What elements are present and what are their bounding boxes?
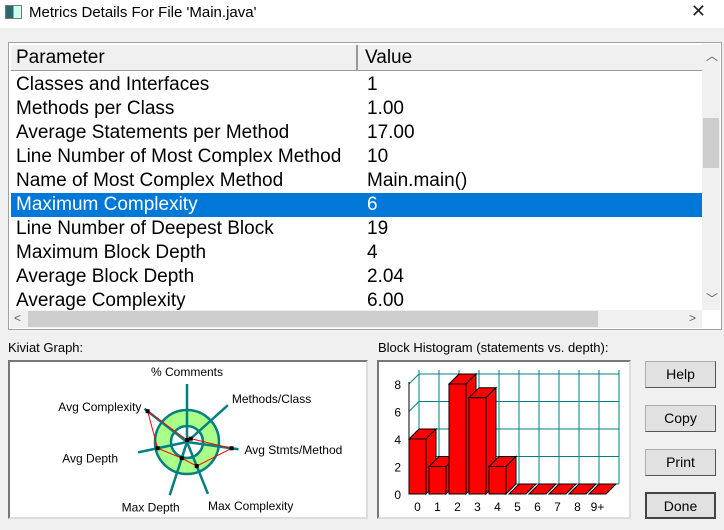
parameter-cell: Classes and Interfaces: [16, 74, 210, 95]
y-tick-label: 4: [394, 433, 401, 447]
kiviat-graph: % Comments Methods/Class Avg Stmts/Method M…: [8, 360, 368, 519]
value-cell: 6.00: [367, 290, 404, 311]
value-cell: 1.00: [367, 98, 404, 119]
value-cell: Main.main(): [367, 170, 468, 191]
copy-button[interactable]: Copy: [645, 405, 716, 432]
bar: [448, 383, 467, 495]
kiviat-point: [179, 456, 184, 461]
title-bar: Metrics Details For File 'Main.java' ✕: [0, 0, 724, 28]
print-button[interactable]: Print: [645, 449, 716, 476]
y-tick-label: 6: [394, 406, 401, 420]
x-tick-label: 6: [534, 500, 541, 514]
value-cell: 4: [367, 242, 378, 263]
parameter-cell: Line Number of Deepest Block: [16, 218, 274, 239]
bar-side: [525, 483, 537, 495]
x-tick-label: 0: [414, 500, 421, 514]
value-cell: 17.00: [367, 122, 415, 143]
vertical-scrollbar[interactable]: ︿ ﹀: [702, 44, 720, 310]
kiviat-point: [188, 436, 193, 441]
table-row[interactable]: Maximum Complexity 6: [11, 193, 703, 217]
parameter-cell: Average Block Depth: [16, 266, 195, 287]
grid-line: [408, 373, 420, 385]
parameter-cell: Average Statements per Method: [16, 122, 290, 143]
table-row[interactable]: Line Number of Deepest Block 19: [11, 217, 703, 241]
bar: [408, 438, 427, 495]
value-cell: 19: [367, 218, 389, 239]
table-row[interactable]: Average Complexity 6.00: [11, 289, 703, 313]
metrics-table: Parameter Value Classes and Interfaces 1 M…: [8, 42, 722, 330]
parameter-cell: Name of Most Complex Method: [16, 170, 284, 191]
y-tick-label: 0: [394, 488, 401, 502]
kiviat-axis-label: Avg Complexity: [58, 400, 141, 414]
bar-side: [545, 483, 557, 495]
x-tick-label: 8: [574, 500, 581, 514]
table-row[interactable]: Name of Most Complex Method Main.main(): [11, 169, 703, 193]
window-title: Metrics Details For File 'Main.java': [29, 4, 257, 21]
parameter-cell: Methods per Class: [16, 98, 175, 119]
y-tick-label: 8: [394, 378, 401, 392]
value-cell: 6: [367, 194, 378, 215]
parameter-cell: Line Number of Most Complex Method: [16, 146, 342, 167]
column-header-value[interactable]: Value: [365, 47, 413, 68]
kiviat-point: [229, 446, 234, 451]
parameter-cell: Maximum Block Depth: [16, 242, 207, 263]
kiviat-axis-label: Max Depth: [122, 500, 180, 514]
bar: [468, 397, 487, 495]
app-icon: [5, 5, 22, 19]
x-tick-label: 2: [454, 500, 461, 514]
kiviat-axis-label: Max Complexity: [208, 499, 293, 513]
bar: [428, 466, 447, 495]
kiviat-axis-label: Avg Stmts/Method: [244, 443, 342, 457]
kiviat-point: [155, 446, 160, 451]
histogram-label: Block Histogram (statements vs. depth):: [378, 340, 609, 355]
value-cell: 10: [367, 146, 389, 167]
help-button[interactable]: Help: [645, 361, 716, 388]
block-histogram: 0 2 4 6 8 0 1 2 3 4 5 6 7 8 9+: [377, 360, 631, 519]
table-row[interactable]: Classes and Interfaces 1: [11, 73, 703, 97]
kiviat-label: Kiviat Graph:: [8, 340, 84, 355]
column-header-parameter[interactable]: Parameter: [11, 45, 358, 71]
x-tick-label: 7: [554, 500, 561, 514]
kiviat-axis-label: Methods/Class: [232, 392, 311, 406]
close-icon[interactable]: ✕: [690, 1, 706, 21]
kiviat-point: [185, 438, 189, 442]
table-row[interactable]: Line Number of Most Complex Method 10: [11, 145, 703, 169]
scroll-left-icon[interactable]: <: [14, 311, 22, 325]
kiviat-axis: [186, 404, 229, 443]
table-row[interactable]: Maximum Block Depth 4: [11, 241, 703, 265]
y-tick-label: 2: [394, 461, 401, 475]
parameter-cell: Maximum Complexity: [16, 194, 198, 215]
table-row[interactable]: Methods per Class 1.00: [11, 97, 703, 121]
x-tick-label: 4: [494, 500, 501, 514]
kiviat-axis: [168, 441, 189, 496]
x-tick-label: 5: [514, 500, 521, 514]
kiviat-axis-label: % Comments: [151, 365, 223, 379]
value-cell: 1: [367, 74, 378, 95]
kiviat-point: [194, 464, 199, 469]
kiviat-axis-label: Avg Depth: [62, 451, 118, 465]
parameter-cell: Average Complexity: [16, 290, 186, 311]
x-tick-label: 9+: [591, 500, 605, 514]
bar-side: [605, 483, 617, 495]
kiviat-axis: [137, 440, 188, 454]
horizontal-scroll-thumb[interactable]: [28, 311, 598, 327]
done-button[interactable]: Done: [645, 492, 716, 519]
x-tick-label: 3: [474, 500, 481, 514]
scroll-right-icon[interactable]: >: [688, 311, 696, 325]
scroll-up-icon[interactable]: ︿: [706, 49, 719, 63]
scroll-down-icon[interactable]: ﹀: [706, 292, 719, 306]
table-row[interactable]: Average Statements per Method 17.00: [11, 121, 703, 145]
bar-side: [585, 483, 597, 495]
table-header: Parameter Value: [11, 45, 703, 71]
x-tick-label: 1: [434, 500, 441, 514]
vertical-scroll-thumb[interactable]: [703, 118, 719, 168]
value-cell: 2.04: [367, 266, 404, 287]
bar: [488, 466, 507, 495]
horizontal-scrollbar[interactable]: < >: [10, 310, 702, 328]
grid-line: [408, 401, 420, 412]
kiviat-point: [145, 409, 150, 414]
table-row[interactable]: Average Block Depth 2.04: [11, 265, 703, 289]
kiviat-polygon: [146, 409, 234, 467]
bar-side: [565, 483, 577, 495]
